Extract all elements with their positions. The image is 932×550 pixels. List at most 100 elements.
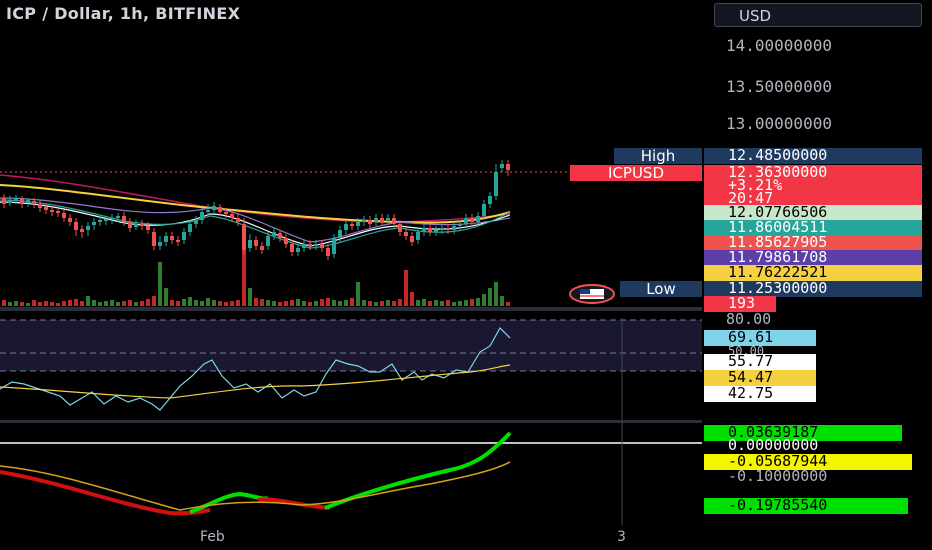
- candle-body: [296, 248, 300, 252]
- candle-body: [470, 218, 474, 222]
- volume-bar: [470, 299, 474, 306]
- volume-bar: [212, 300, 216, 306]
- candle-body: [500, 164, 504, 168]
- rsi-ma-tag: 55.77: [704, 354, 816, 370]
- candle-body: [434, 230, 438, 232]
- volume-bar: [404, 270, 408, 306]
- volume-bar: [500, 296, 504, 306]
- volume-bars: [2, 236, 510, 306]
- volume-bar: [332, 300, 336, 306]
- candle-body: [140, 224, 144, 226]
- volume-bar: [218, 301, 222, 306]
- macd-level-label: -0.10000000: [728, 467, 828, 485]
- rsi-value-tag: 69.61: [704, 330, 816, 346]
- rsi-line: [0, 327, 511, 411]
- volume-bar: [230, 301, 234, 306]
- volume-bar: [116, 302, 120, 306]
- candle-body: [62, 213, 66, 218]
- candle-body: [56, 211, 60, 213]
- ma-purple-line: [0, 197, 511, 243]
- volume-bar: [92, 300, 96, 306]
- volume-bar: [392, 301, 396, 306]
- volume-bar: [278, 302, 282, 306]
- volume-bar: [416, 300, 420, 306]
- price-pane: [0, 160, 702, 306]
- candle-body: [20, 199, 24, 203]
- flag-icon[interactable]: [569, 284, 615, 304]
- high-value-tag: 12.48500000: [704, 148, 922, 164]
- volume-bar: [248, 288, 252, 306]
- volume-bar: [380, 301, 384, 306]
- low-value-tag: 11.25300000: [704, 281, 922, 297]
- volume-bar: [8, 302, 12, 306]
- volume-bar: [74, 299, 78, 306]
- candle-body: [170, 236, 174, 240]
- symbol-label: ICPUSD: [570, 165, 702, 181]
- candle-body: [74, 222, 78, 230]
- candle-body: [506, 164, 510, 170]
- volume-bar: [356, 282, 360, 306]
- candle-body: [104, 219, 108, 221]
- candle-body: [332, 238, 336, 254]
- candle-body: [278, 233, 282, 238]
- candle-body: [206, 210, 210, 212]
- volume-bar: [326, 298, 330, 306]
- candle-body: [188, 224, 192, 232]
- candle-body: [404, 232, 408, 236]
- currency-button[interactable]: USD: [714, 3, 922, 27]
- candle-body: [416, 232, 420, 240]
- rsi-lower-tag: 42.75: [704, 386, 816, 402]
- macd-hist-tag: -0.19785540: [704, 498, 908, 514]
- price-axis-label: 13.00000000: [726, 114, 832, 133]
- price-axis-label: 13.50000000: [726, 77, 832, 96]
- volume-bar: [440, 301, 444, 306]
- candle-body: [260, 246, 264, 250]
- volume-bar: [386, 300, 390, 306]
- candle-body: [266, 236, 270, 246]
- rsi-pane: [0, 319, 702, 411]
- candle-body: [458, 224, 462, 226]
- candle-body: [344, 224, 348, 230]
- volume-bar: [488, 288, 492, 306]
- candle-body: [8, 200, 12, 203]
- candle-body: [152, 232, 156, 246]
- chart-title: ICP / Dollar, 1h, BITFINEX: [6, 4, 241, 23]
- volume-bar: [134, 302, 138, 306]
- pane-separator: [0, 420, 702, 423]
- candle-body: [452, 226, 456, 230]
- volume-bar: [86, 296, 90, 306]
- volume-bar: [428, 301, 432, 306]
- time-axis-label: 3: [617, 529, 626, 545]
- candle-body: [494, 172, 498, 196]
- ma-tag-yellow: 11.76222521: [704, 265, 922, 281]
- candle-body: [182, 232, 186, 240]
- volume-bar: [242, 236, 246, 306]
- candle-body: [356, 222, 360, 226]
- candle-body: [110, 218, 114, 219]
- time-axis-label: Feb: [200, 529, 225, 545]
- volume-bar: [368, 301, 372, 306]
- volume-bar: [344, 300, 348, 306]
- volume-bar: [50, 302, 54, 306]
- macd-value-tag: 0.03639187: [704, 425, 902, 441]
- low-label: Low: [620, 281, 702, 297]
- volume-bar: [410, 292, 414, 306]
- ma-pink-line: [0, 174, 511, 223]
- candle-body: [248, 240, 252, 248]
- volume-bar: [170, 300, 174, 306]
- candle-body: [476, 216, 480, 222]
- volume-bar: [62, 301, 66, 306]
- candle-body: [482, 204, 486, 216]
- volume-bar: [110, 300, 114, 306]
- volume-bar: [158, 262, 162, 306]
- candle-body: [38, 204, 42, 208]
- candle-body: [86, 226, 90, 230]
- volume-bar: [434, 300, 438, 306]
- volume-bar: [308, 302, 312, 306]
- volume-bar: [236, 300, 240, 306]
- candle-body: [326, 248, 330, 256]
- candle-body: [134, 224, 138, 227]
- volume-bar: [320, 299, 324, 306]
- volume-bar: [314, 301, 318, 306]
